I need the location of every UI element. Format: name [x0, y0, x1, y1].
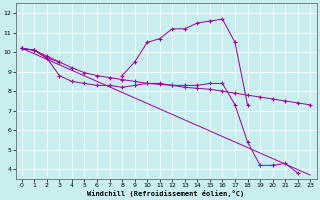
X-axis label: Windchill (Refroidissement éolien,°C): Windchill (Refroidissement éolien,°C)	[87, 190, 245, 197]
